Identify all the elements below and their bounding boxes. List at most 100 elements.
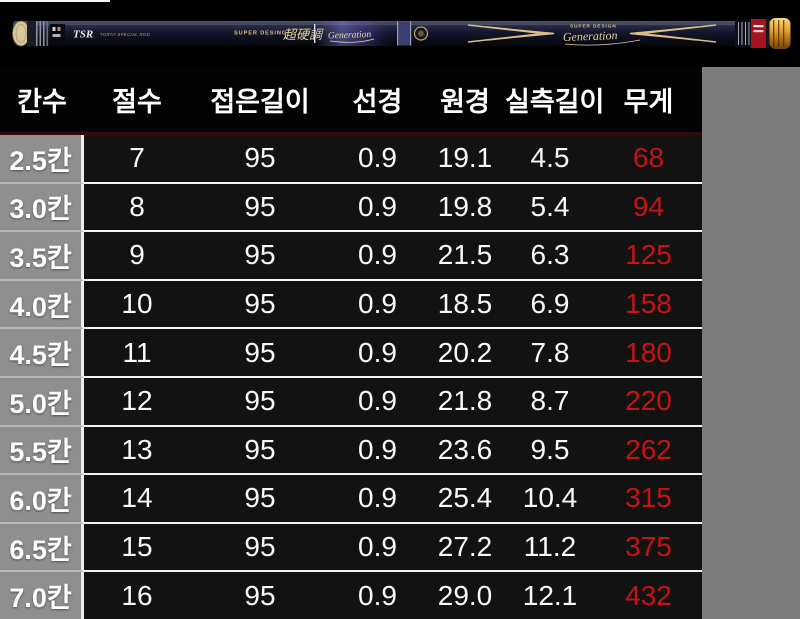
cell-folded-length: 95 xyxy=(244,239,276,271)
cell-kansu: 7.0칸 xyxy=(0,572,84,619)
right-chevron-arrows xyxy=(629,24,717,43)
cell-folded-length: 95 xyxy=(244,190,276,222)
cell-measured-length: 10.4 xyxy=(522,482,578,514)
cell-kansu: 2.5칸 xyxy=(0,135,84,184)
cell-kansu: 3.5칸 xyxy=(0,232,84,281)
row-values: 11 95 0.9 20.2 7.8 180 xyxy=(84,329,702,378)
cell-tip-diameter: 0.9 xyxy=(358,190,397,222)
table-row: 5.0칸 12 95 0.9 21.8 8.7 220 xyxy=(0,377,702,427)
cell-measured-length: 4.5 xyxy=(530,142,570,174)
row-values: 12 95 0.9 21.8 8.7 220 xyxy=(84,377,702,427)
cell-kansu: 3.0칸 xyxy=(0,183,84,233)
row-values: 9 95 0.9 21.5 6.3 125 xyxy=(84,232,702,281)
right-signature: Generation xyxy=(563,28,641,46)
cell-measured-length: 6.9 xyxy=(530,288,570,320)
table-row: 4.5칸 11 95 0.9 20.2 7.8 180 xyxy=(0,329,702,378)
tsr-logo-text: TSR xyxy=(73,29,93,41)
cell-jeolsu: 13 xyxy=(121,433,153,465)
cell-butt-diameter: 21.5 xyxy=(437,239,493,271)
cell-butt-diameter: 20.2 xyxy=(437,336,493,368)
cell-butt-diameter: 25.4 xyxy=(437,482,493,514)
table-row: 5.5칸 13 95 0.9 23.6 9.5 262 xyxy=(0,426,702,476)
cell-weight: 94 xyxy=(632,190,665,222)
cell-folded-length: 95 xyxy=(244,385,276,417)
rod-joint-emblem xyxy=(397,21,429,46)
cell-jeolsu: 15 xyxy=(121,531,153,563)
cell-measured-length: 11.2 xyxy=(523,531,577,563)
cell-folded-length: 95 xyxy=(244,531,276,563)
table-row: 2.5칸 7 95 0.9 19.1 4.5 68 xyxy=(0,135,702,184)
cell-jeolsu: 9 xyxy=(129,239,145,271)
tsr-subtext: TORAY SPECIAL ROD xyxy=(100,32,150,37)
row-values: 14 95 0.9 25.4 10.4 315 xyxy=(84,475,702,524)
header-folded-length: 접은길이 xyxy=(210,87,310,117)
row-values: 7 95 0.9 19.1 4.5 68 xyxy=(84,135,702,184)
table-header-row: 칸수 절수 접은길이 선경 원경 실측길이 무게 xyxy=(0,67,702,132)
cell-jeolsu: 11 xyxy=(122,336,152,368)
cell-kansu: 6.5칸 xyxy=(0,523,84,573)
rod-left-grip xyxy=(12,20,65,47)
table-row: 4.0칸 10 95 0.9 18.5 6.9 158 xyxy=(0,280,702,330)
cell-butt-diameter: 21.8 xyxy=(437,385,493,417)
rod-divider-ring xyxy=(314,24,316,43)
cell-weight: 68 xyxy=(632,142,665,174)
cell-jeolsu: 8 xyxy=(129,190,145,222)
rod-butt-cap xyxy=(735,18,791,49)
cell-jeolsu: 14 xyxy=(121,482,153,514)
cell-measured-length: 9.5 xyxy=(530,433,570,465)
cell-kansu: 4.0칸 xyxy=(0,280,84,330)
cell-weight: 180 xyxy=(625,336,672,368)
left-signature: Generation xyxy=(328,30,375,43)
cell-weight: 432 xyxy=(625,579,672,611)
cell-kansu: 4.5칸 xyxy=(0,329,84,378)
cell-jeolsu: 10 xyxy=(121,288,153,320)
cell-kansu: 5.0칸 xyxy=(0,377,84,427)
cell-butt-diameter: 23.6 xyxy=(437,433,493,465)
cell-folded-length: 95 xyxy=(244,482,276,514)
rod-calligraphy-text: 超硬調 xyxy=(283,27,324,42)
cell-folded-length: 95 xyxy=(244,336,276,368)
cell-weight: 315 xyxy=(625,482,672,514)
cell-tip-diameter: 0.9 xyxy=(358,482,397,514)
cell-tip-diameter: 0.9 xyxy=(358,142,397,174)
cell-weight: 262 xyxy=(625,433,672,465)
cell-butt-diameter: 27.2 xyxy=(437,531,493,563)
left-brand-text: SUPER DESING xyxy=(234,31,287,37)
cell-jeolsu: 7 xyxy=(129,142,145,174)
header-kansu: 칸수 xyxy=(17,87,67,117)
table-body: 2.5칸 7 95 0.9 19.1 4.5 68 3.0칸 8 95 0.9 19.8 5.4 94 3.… xyxy=(0,135,702,619)
header-measured-length: 실측길이 xyxy=(505,87,605,117)
cell-tip-diameter: 0.9 xyxy=(358,336,397,368)
header-weight: 무게 xyxy=(623,87,674,117)
cell-butt-diameter: 19.8 xyxy=(437,190,493,222)
cell-measured-length: 12.1 xyxy=(522,579,578,611)
fishing-rod-image: TSR TORAY SPECIAL ROD SUPER DESING 超硬調 G… xyxy=(12,18,791,49)
cell-measured-length: 7.8 xyxy=(530,336,570,368)
svg-text:Generation: Generation xyxy=(563,28,618,44)
cell-tip-diameter: 0.9 xyxy=(358,531,397,563)
cell-weight: 158 xyxy=(625,288,672,320)
row-values: 15 95 0.9 27.2 11.2 375 xyxy=(84,523,702,573)
spec-table: 칸수 절수 접은길이 선경 원경 실측길이 무게 2.5칸 7 95 0.9 19.1 4.5 68 3.… xyxy=(0,67,702,619)
cell-weight: 125 xyxy=(625,239,672,271)
row-values: 10 95 0.9 18.5 6.9 158 xyxy=(84,280,702,330)
row-values: 13 95 0.9 23.6 9.5 262 xyxy=(84,426,702,476)
right-gray-panel xyxy=(702,67,800,619)
cell-measured-length: 6.3 xyxy=(530,239,570,271)
cell-folded-length: 95 xyxy=(244,288,276,320)
table-row: 7.0칸 16 95 0.9 29.0 12.1 432 xyxy=(0,572,702,619)
cell-measured-length: 8.7 xyxy=(530,385,570,417)
cell-tip-diameter: 0.9 xyxy=(358,239,397,271)
cell-butt-diameter: 19.1 xyxy=(437,142,493,174)
header-jeolsu: 절수 xyxy=(112,87,162,117)
cell-tip-diameter: 0.9 xyxy=(358,385,397,417)
cell-measured-length: 5.4 xyxy=(530,190,570,222)
table-row: 3.5칸 9 95 0.9 21.5 6.3 125 xyxy=(0,232,702,281)
cell-weight: 375 xyxy=(625,531,672,563)
cell-folded-length: 95 xyxy=(244,142,276,174)
rod-photo-band: TSR TORAY SPECIAL ROD SUPER DESING 超硬調 G… xyxy=(0,0,800,67)
row-values: 8 95 0.9 19.8 5.4 94 xyxy=(84,183,702,233)
table-row: 6.5칸 15 95 0.9 27.2 11.2 375 xyxy=(0,523,702,573)
cell-folded-length: 95 xyxy=(244,433,276,465)
